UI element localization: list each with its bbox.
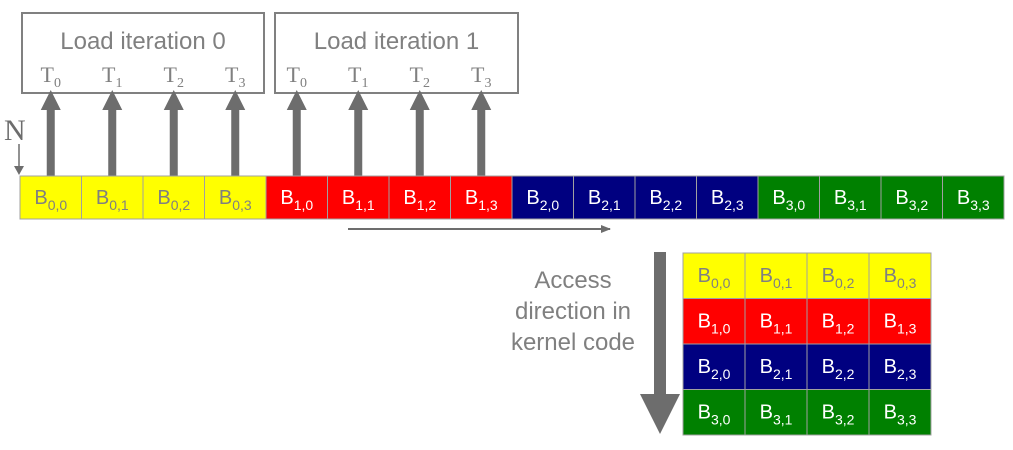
strip-block: B3,0 [757, 175, 820, 220]
matrix-block-label: B3,3 [884, 402, 917, 428]
matrix-block: B1,1 [744, 298, 808, 345]
strip-block-label: B3,2 [895, 187, 928, 213]
thread-load-arrow [225, 90, 246, 176]
thread-load-arrow [102, 90, 123, 176]
strip-block: B0,1 [81, 175, 144, 220]
matrix-block-label: B3,2 [822, 402, 855, 428]
load-iteration-box-0: Load iteration 0 T0 T1 T2 T3 [21, 12, 265, 176]
matrix-block: B2,2 [806, 343, 870, 390]
matrix-block: B0,3 [868, 252, 932, 299]
strip-block-label: B1,2 [403, 187, 436, 213]
access-label-line-2: direction in [515, 298, 631, 325]
strip-block: B1,2 [388, 175, 451, 220]
matrix-block: B0,0 [682, 252, 746, 299]
n-label: N [4, 114, 26, 147]
strip-block-label: B3,3 [957, 187, 990, 213]
matrix-block: B1,0 [682, 298, 746, 345]
matrix-block-label: B1,1 [760, 311, 793, 337]
matrix-block-label: B2,0 [698, 356, 731, 382]
thread-load-arrow [286, 90, 307, 176]
thread-label: T0 [41, 62, 61, 91]
strip-block: B0,3 [204, 175, 267, 220]
thread-load-arrow [40, 90, 61, 176]
strip-block: B2,1 [573, 175, 636, 220]
matrix-block: B1,3 [868, 298, 932, 345]
strip-block-label: B0,0 [34, 187, 67, 213]
n-dimension-label: N [4, 114, 26, 175]
matrix-block: B1,2 [806, 298, 870, 345]
matrix-block-label: B1,3 [884, 311, 917, 337]
matrix-block-label: B1,2 [822, 311, 855, 337]
load-iteration-title: Load iteration 0 [60, 28, 225, 55]
thread-label: T3 [225, 62, 245, 91]
strip-block: B1,0 [265, 175, 328, 220]
matrix-block: B2,1 [744, 343, 808, 390]
matrix-block-label: B0,1 [760, 265, 793, 291]
strip-block-label: B0,2 [157, 187, 190, 213]
matrix-block-label: B3,0 [698, 402, 731, 428]
thread-load-arrow [163, 90, 184, 176]
thread-label: T3 [471, 62, 491, 91]
matrix-block: B2,3 [868, 343, 932, 390]
strip-block: B2,3 [696, 175, 759, 220]
strip-block-label: B2,1 [588, 187, 621, 213]
thread-label: T2 [164, 62, 184, 91]
matrix-block: B3,3 [868, 389, 932, 436]
strip-block-label: B1,0 [280, 187, 313, 213]
thread-load-arrow [409, 90, 430, 176]
matrix-block-label: B1,0 [698, 311, 731, 337]
matrix-block: B3,2 [806, 389, 870, 436]
strip-block-label: B1,1 [342, 187, 375, 213]
strip-block-label: B1,3 [465, 187, 498, 213]
strip-block: B2,2 [634, 175, 697, 220]
matrix-block-label: B2,1 [760, 356, 793, 382]
strip-block-label: B0,3 [219, 187, 252, 213]
matrix-block-label: B3,1 [760, 402, 793, 428]
access-label-line-1: Access [534, 267, 611, 294]
access-direction-label: Access direction in kernel code [511, 267, 635, 356]
strip-block-label: B3,0 [772, 187, 805, 213]
strip-block: B0,0 [19, 175, 82, 220]
load-iteration-box-1: Load iteration 1 T0 T1 T2 T3 [274, 12, 519, 176]
thread-label: T0 [287, 62, 307, 91]
matrix-block-label: B0,3 [884, 265, 917, 291]
thread-label: T1 [348, 62, 368, 91]
thread-load-arrow [348, 90, 369, 176]
vertical-access-arrow [640, 252, 680, 434]
strip-block-label: B2,3 [711, 187, 744, 213]
strip-block-label: B3,1 [834, 187, 867, 213]
matrix-block: B0,2 [806, 252, 870, 299]
matrix-block: B2,0 [682, 343, 746, 390]
strip-block: B3,1 [819, 175, 882, 220]
thread-load-arrow [471, 90, 492, 176]
matrix-block-label: B0,0 [698, 265, 731, 291]
strip-block-label: B0,1 [96, 187, 129, 213]
matrix-block: B0,1 [744, 252, 808, 299]
matrix-block: B3,1 [744, 389, 808, 436]
strip-block-label: B2,0 [526, 187, 559, 213]
load-iteration-title: Load iteration 1 [314, 28, 479, 55]
matrix-block-label: B0,2 [822, 265, 855, 291]
linear-memory-strip: B0,0 B0,1 B0,2 B0,3 B1,0 B1,1 B1,2 B1,3 B2,0 B2,1… [19, 175, 1005, 220]
strip-block: B0,2 [142, 175, 205, 220]
matrix-block-label: B2,2 [822, 356, 855, 382]
matrix-block-label: B2,3 [884, 356, 917, 382]
strip-block: B1,1 [327, 175, 390, 220]
thread-label: T2 [410, 62, 430, 91]
strip-block: B3,2 [880, 175, 943, 220]
strip-block: B2,0 [511, 175, 574, 220]
matrix-block: B3,0 [682, 389, 746, 436]
thread-label: T1 [102, 62, 122, 91]
strip-block: B1,3 [450, 175, 513, 220]
strip-block: B3,3 [942, 175, 1005, 220]
access-label-line-3: kernel code [511, 329, 635, 356]
block-matrix-2d: B0,0 B0,1 B0,2 B0,3 B1,0 B1,1 B1,2 B1,3 B2,0 B2,1… [682, 252, 932, 436]
strip-block-label: B2,2 [649, 187, 682, 213]
